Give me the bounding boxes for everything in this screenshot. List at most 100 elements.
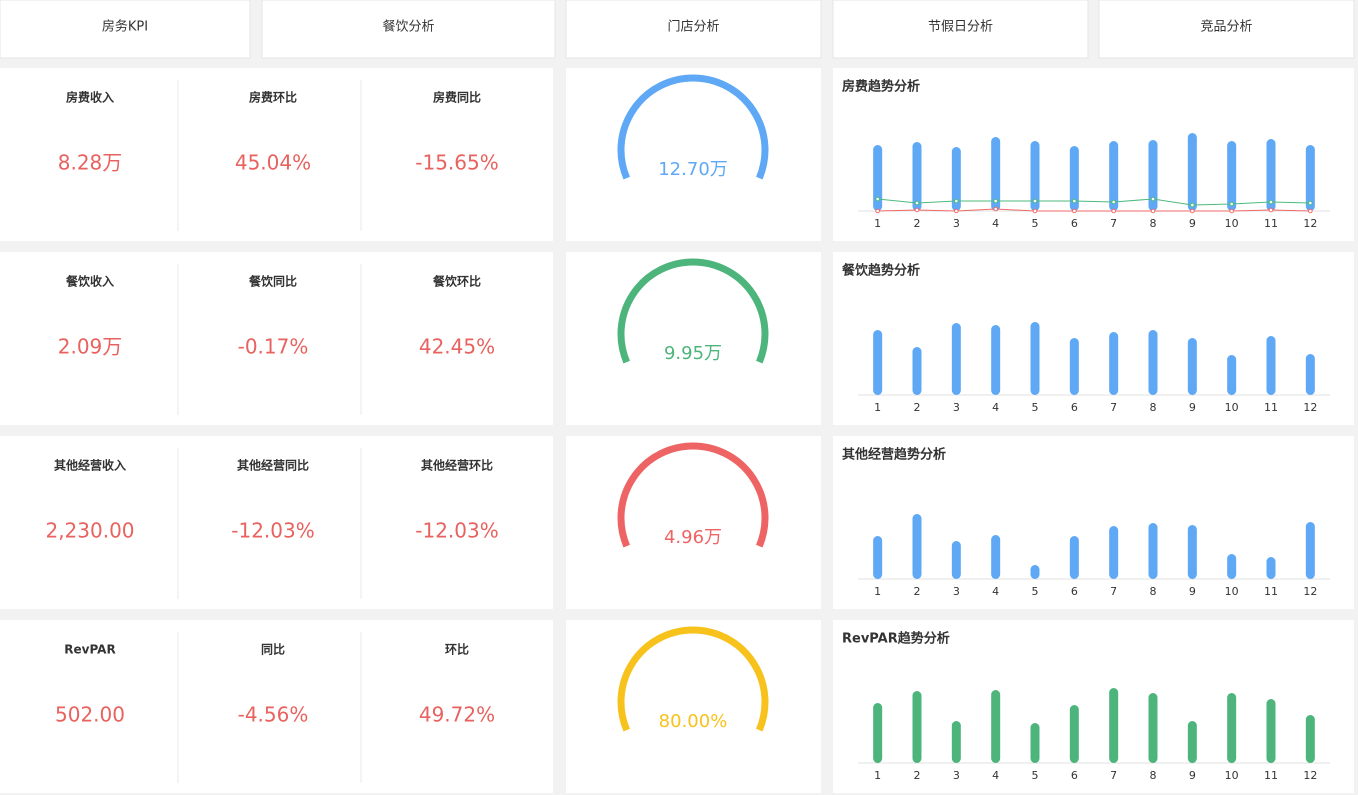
bar — [1227, 141, 1237, 211]
kpi-label: 餐饮收入 — [66, 274, 114, 289]
x-tick-label: 11 — [1264, 401, 1278, 414]
tab-label[interactable]: 门店分析 — [667, 20, 719, 35]
bar — [991, 325, 1001, 395]
x-tick-label: 5 — [1032, 217, 1039, 230]
bar — [1305, 715, 1315, 763]
x-tick-label: 1 — [874, 217, 881, 230]
kpi-panel — [0, 252, 553, 425]
bar — [1109, 526, 1119, 579]
gauge-arc — [617, 626, 769, 732]
tab-label[interactable]: 竞品分析 — [1200, 19, 1252, 35]
kpi-value: 8.28万 — [58, 151, 123, 175]
x-tick-label: 9 — [1189, 585, 1196, 598]
kpi-value: 2,230.00 — [45, 519, 134, 543]
bar — [951, 323, 961, 395]
bar — [951, 147, 961, 211]
x-tick-label: 7 — [1110, 585, 1117, 598]
tab[interactable] — [0, 0, 251, 59]
bar — [991, 535, 1001, 579]
kpi-value: -4.56% — [238, 703, 309, 727]
x-tick-label: 4 — [992, 401, 999, 414]
x-tick-label: 1 — [874, 769, 881, 782]
tab[interactable] — [565, 0, 822, 59]
kpi-label: 房费环比 — [249, 90, 297, 105]
x-tick-label: 10 — [1225, 769, 1239, 782]
bar — [1030, 723, 1040, 763]
kpi-label: 同比 — [261, 642, 285, 657]
kpi-label: 餐饮环比 — [433, 274, 481, 289]
x-tick-label: 5 — [1032, 401, 1039, 414]
kpi-label: 其他经营同比 — [237, 458, 309, 473]
x-tick-label: 2 — [914, 217, 921, 230]
bar — [873, 145, 883, 211]
tab-label[interactable]: 节假日分析 — [928, 20, 993, 35]
bar — [1305, 145, 1315, 211]
trend-title: 餐饮趋势分析 — [841, 263, 920, 279]
line-point — [993, 198, 998, 204]
x-tick-label: 3 — [953, 217, 960, 230]
x-tick-label: 10 — [1225, 217, 1239, 230]
tab-label[interactable]: 餐饮分析 — [382, 19, 434, 35]
kpi-panel — [0, 68, 553, 241]
x-tick-label: 9 — [1189, 217, 1196, 230]
x-tick-label: 7 — [1110, 217, 1117, 230]
x-tick-label: 4 — [992, 217, 999, 230]
gauge-arc — [617, 442, 769, 548]
line-point — [1190, 202, 1195, 208]
x-tick-label: 2 — [914, 585, 921, 598]
bar — [1266, 139, 1276, 211]
trend-title: RevPAR趋势分析 — [842, 631, 950, 647]
x-tick-label: 6 — [1071, 217, 1078, 230]
kpi-label: 其他经营收入 — [54, 458, 126, 473]
kpi-panel — [0, 436, 553, 609]
x-tick-label: 12 — [1303, 769, 1317, 782]
x-tick-label: 6 — [1071, 401, 1078, 414]
x-tick-label: 4 — [992, 585, 999, 598]
x-tick-label: 7 — [1110, 401, 1117, 414]
x-tick-label: 8 — [1150, 769, 1157, 782]
tab[interactable] — [832, 0, 1089, 59]
bar — [1069, 146, 1079, 211]
bar — [1030, 565, 1040, 579]
kpi-label: RevPAR — [64, 643, 115, 657]
gauge-arc — [617, 74, 769, 180]
trend-line — [877, 198, 1311, 206]
tab[interactable] — [1098, 0, 1355, 59]
kpi-value: -12.03% — [415, 519, 498, 543]
kpi-value: -15.65% — [415, 151, 498, 175]
gauge-value: 4.96万 — [664, 527, 722, 548]
bar — [873, 536, 883, 579]
gauge-value: 12.70万 — [658, 159, 728, 180]
line-point — [1150, 196, 1156, 202]
bar — [873, 330, 883, 395]
line-point — [1308, 208, 1313, 214]
x-tick-label: 8 — [1150, 585, 1157, 598]
line-point — [1268, 199, 1274, 205]
line-point — [1072, 208, 1077, 214]
trend-title: 房费趋势分析 — [842, 79, 920, 95]
bar — [1148, 693, 1158, 763]
line-point — [1111, 199, 1116, 205]
line-point — [1229, 201, 1234, 207]
bar — [1109, 141, 1119, 211]
bar — [912, 514, 922, 579]
x-tick-label: 2 — [914, 401, 921, 414]
line-point — [875, 196, 880, 202]
bar — [1227, 554, 1237, 579]
bar — [1227, 693, 1237, 763]
trend-line — [877, 208, 1311, 212]
tab[interactable] — [261, 0, 556, 59]
kpi-label: 环比 — [445, 642, 469, 657]
x-tick-label: 9 — [1189, 769, 1196, 782]
line-point — [1308, 200, 1313, 206]
line-point — [1190, 208, 1195, 214]
tab-label[interactable]: 房务KPI — [102, 19, 148, 35]
x-tick-label: 8 — [1150, 217, 1157, 230]
line-point — [1150, 208, 1156, 214]
bar — [1187, 721, 1197, 763]
bar — [1069, 536, 1079, 579]
gauge-arc — [617, 258, 769, 364]
x-tick-label: 12 — [1303, 401, 1317, 414]
